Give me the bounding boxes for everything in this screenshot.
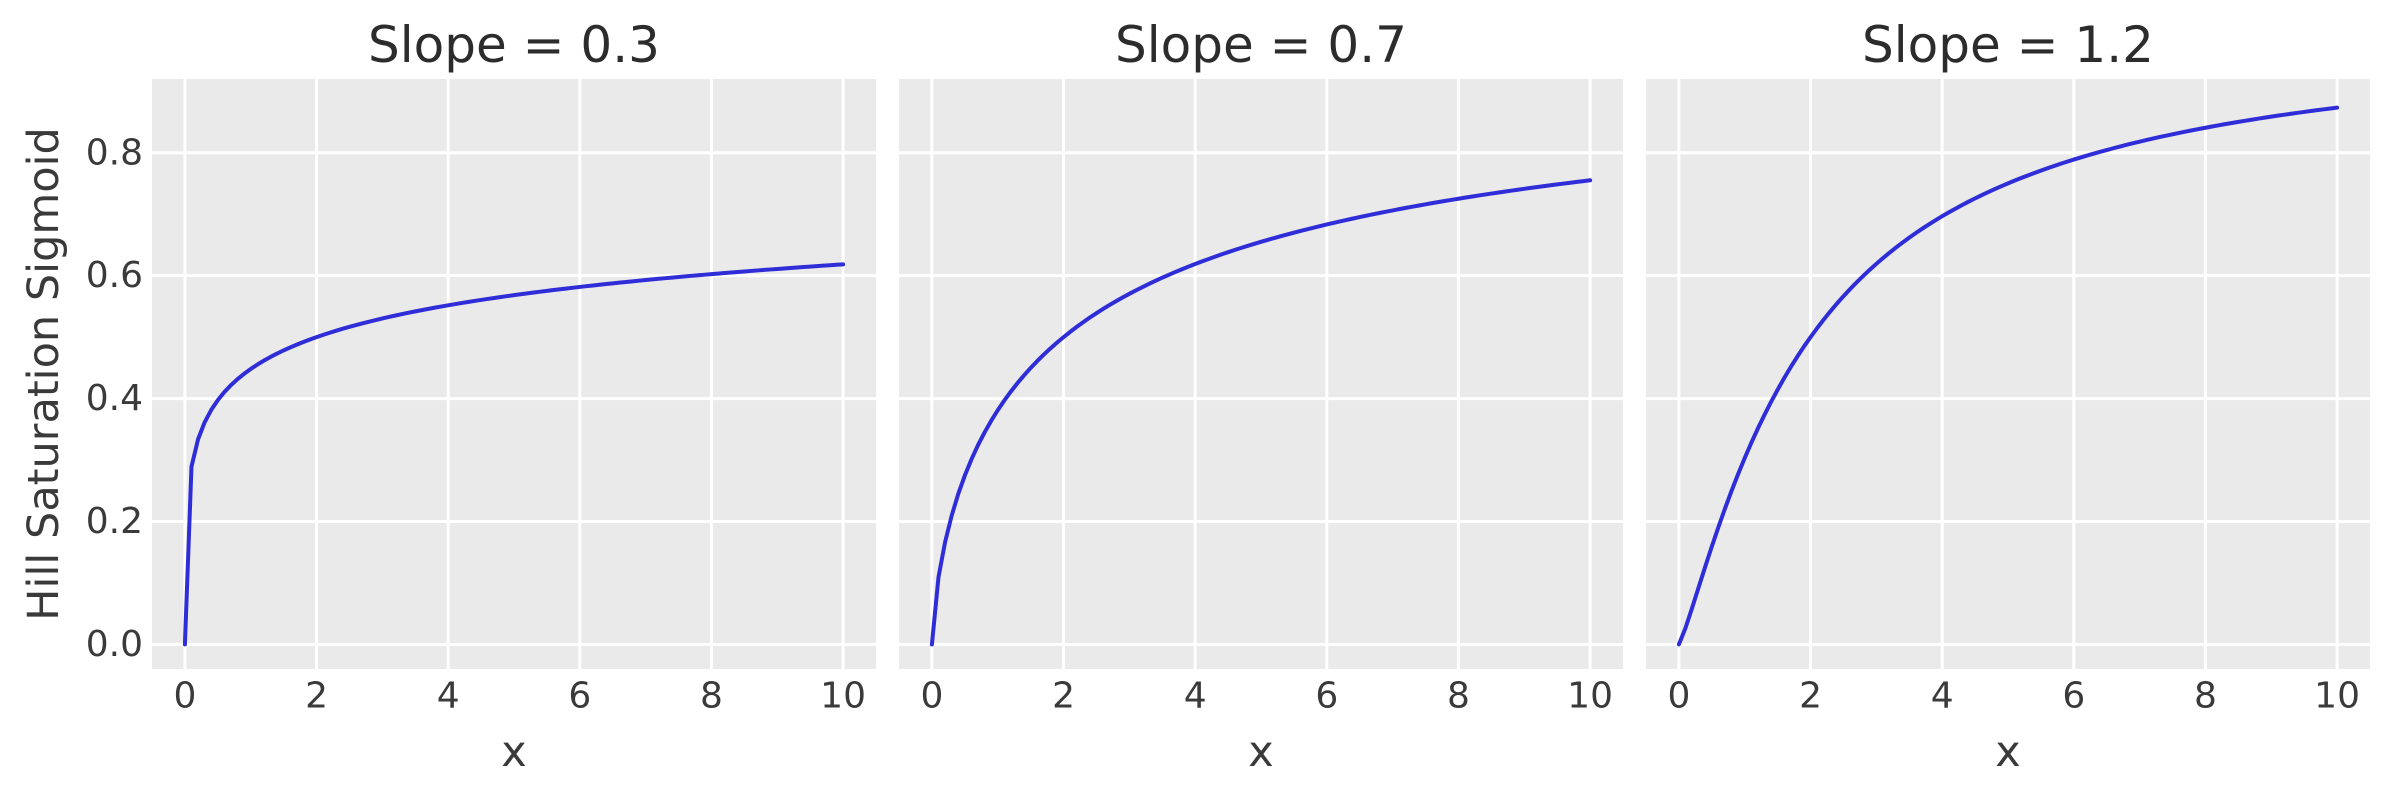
x-tick-label: 10 <box>820 676 866 717</box>
x-axis-label: x <box>501 727 526 777</box>
x-tick-label: 0 <box>1667 676 1690 717</box>
subplot-title: Slope = 1.2 <box>1862 16 2154 74</box>
subplot-slope-0_3: 0 2 4 6 8 10 Slope = 0.3 x <box>152 16 876 777</box>
x-tick-label: 10 <box>1567 676 1613 717</box>
x-tick-label: 6 <box>1315 676 1338 717</box>
subplot-title: Slope = 0.7 <box>1115 16 1407 74</box>
y-tick-label: 0.0 <box>86 624 143 665</box>
x-tick-label: 2 <box>1799 676 1822 717</box>
y-tick-label: 0.4 <box>86 378 143 419</box>
x-tick-label: 8 <box>2194 676 2217 717</box>
y-tick-label: 0.8 <box>86 132 143 173</box>
x-axis-label: x <box>1995 727 2020 777</box>
x-tick-label: 8 <box>700 676 723 717</box>
x-tick-label: 10 <box>2314 676 2360 717</box>
x-tick-label: 8 <box>1447 676 1470 717</box>
x-tick-label: 6 <box>568 676 591 717</box>
x-tick-label: 4 <box>1931 676 1954 717</box>
subplot-title: Slope = 0.3 <box>368 16 660 74</box>
x-tick-label: 2 <box>1052 676 1075 717</box>
x-tick-label: 6 <box>2062 676 2085 717</box>
hill-curve-line <box>1676 105 2340 647</box>
grid-lines <box>152 79 876 669</box>
plot-background <box>152 79 876 669</box>
x-tick-label: 2 <box>305 676 328 717</box>
y-tick-labels: 0.0 0.2 0.4 0.6 0.8 <box>86 132 143 665</box>
y-axis-label: Hill Saturation Sigmoid <box>19 127 69 621</box>
x-axis-label: x <box>1248 727 1273 777</box>
hill-curve-line <box>929 178 1593 647</box>
subplot-slope-1_2: 0 2 4 6 8 10 Slope = 1.2 x <box>1646 16 2370 777</box>
x-tick-label: 4 <box>437 676 460 717</box>
plot-background <box>899 79 1623 669</box>
subplot-slope-0_7: 0 2 4 6 8 10 Slope = 0.7 x <box>899 16 1623 777</box>
x-tick-label: 4 <box>1184 676 1207 717</box>
y-tick-label: 0.6 <box>86 255 143 296</box>
x-tick-labels: 0 2 4 6 8 10 <box>920 676 1613 717</box>
hill-curve-line <box>182 262 846 647</box>
plot-background <box>1646 79 2370 669</box>
y-axis: 0.0 0.2 0.4 0.6 0.8 Hill Saturation Sigmoid <box>19 127 143 665</box>
x-tick-labels: 0 2 4 6 8 10 <box>1667 676 2360 717</box>
grid-lines <box>1646 79 2370 669</box>
x-tick-labels: 0 2 4 6 8 10 <box>173 676 866 717</box>
y-tick-label: 0.2 <box>86 501 143 542</box>
x-tick-label: 0 <box>173 676 196 717</box>
x-tick-label: 0 <box>920 676 943 717</box>
grid-lines <box>899 79 1623 669</box>
